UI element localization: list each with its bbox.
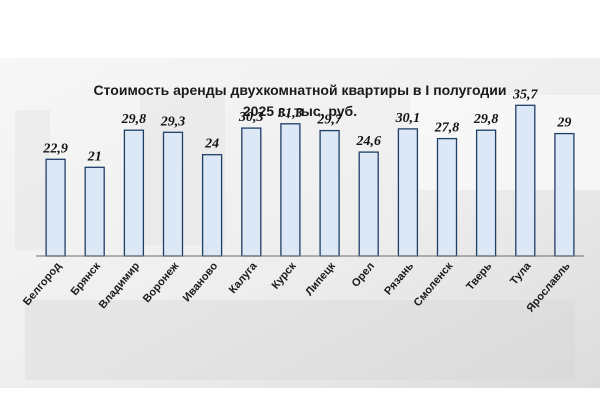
- value-label-Ярославль: 29: [556, 116, 571, 131]
- value-label-Курск: 31,3: [277, 106, 303, 121]
- bar-Ярославль: [554, 132, 575, 257]
- bar-Иваново: [201, 154, 223, 257]
- value-labels-group: 22,9 21 29,8 29,3 24 30,3 31,3 29,7 24,6 30,1 27,8…: [42, 87, 571, 164]
- bar-Белгород: [45, 158, 66, 257]
- chart-subtitle: 2025 г., тыс. руб.: [243, 103, 357, 119]
- bar-Брянск: [84, 166, 105, 257]
- bars-group: [45, 104, 575, 257]
- bar-Тула: [515, 104, 536, 257]
- bar-Владимир: [123, 129, 145, 257]
- bar-Рязань: [397, 128, 419, 257]
- bar-Липецк: [319, 129, 340, 257]
- bar-Смоленск: [436, 137, 458, 257]
- bar-Орел: [358, 151, 379, 257]
- value-label-Тверь: 29,8: [473, 112, 499, 127]
- background-decor: [15, 95, 575, 380]
- bar-Курск: [280, 123, 301, 257]
- value-label-Владимир: 29,8: [121, 112, 147, 127]
- value-label-Тула: 35,7: [512, 87, 539, 102]
- value-label-Воронеж: 29,3: [160, 114, 186, 129]
- value-label-Брянск: 21: [87, 149, 102, 164]
- value-label-Смоленск: 27,8: [434, 121, 460, 136]
- chart-title: Стоимость аренды двухкомнатной квартиры …: [94, 82, 507, 98]
- value-label-Калуга: 30,3: [238, 110, 264, 125]
- value-label-Липецк: 29,7: [316, 113, 343, 128]
- bar-Калуга: [241, 127, 262, 257]
- bar-Тверь: [475, 129, 497, 257]
- value-label-Рязань: 30,1: [395, 111, 421, 126]
- value-label-Орел: 24,6: [355, 134, 381, 149]
- value-label-Белгород: 22,9: [42, 141, 68, 156]
- bar-Воронеж: [162, 131, 184, 257]
- value-label-Иваново: 24: [204, 137, 219, 152]
